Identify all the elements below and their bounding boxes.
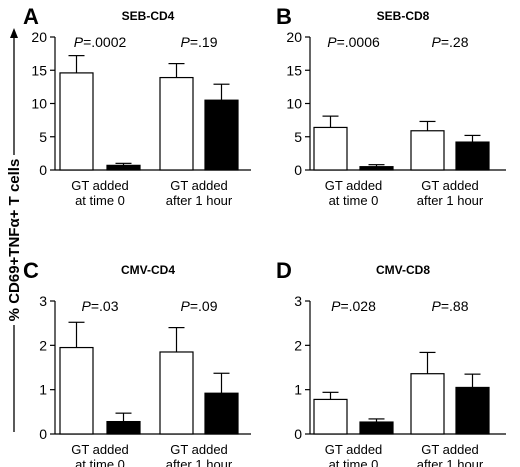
y-tick-label: 10 [286,96,302,112]
group-label-line2: after 1 hour [417,193,484,208]
y-tick-label: 0 [294,162,302,178]
y-tick-label: 1 [294,382,302,398]
y-tick-label: 20 [31,29,47,45]
y-tick-label: 0 [294,426,302,442]
panel-letter: C [23,258,39,283]
p-value-label: P=.28 [432,34,469,50]
p-value-label: P=.03 [82,298,119,314]
y-tick-label: 3 [294,293,302,309]
p-symbol: P [181,298,191,314]
bar-treated [106,164,141,171]
panel-title: SEB-CD8 [377,9,430,23]
p-value: =.0006 [337,34,380,50]
y-tick-label: 1 [39,382,47,398]
group-label-line2: at time 0 [329,193,379,208]
bar-control [313,126,348,171]
p-symbol: P [181,34,191,50]
p-symbol: P [432,298,442,314]
y-axis-title: % CD69+TNFα+ T cells [6,159,23,322]
y-tick-label: 15 [286,62,302,78]
group-label-line1: GT added [421,442,479,457]
y-tick-label: 2 [39,337,47,353]
bar-treated [204,99,239,171]
y-axis-title-arrowhead [10,28,18,38]
group-label-line2: at time 0 [75,457,125,467]
group-label-line2: after 1 hour [417,457,484,467]
p-symbol: P [74,34,84,50]
bar-control [313,398,348,435]
p-symbol: P [432,34,442,50]
bar-treated [204,392,239,435]
bar-control [159,351,194,435]
p-value-label: P=.09 [181,298,218,314]
bar-control [159,76,194,171]
group-label-line1: GT added [170,442,228,457]
p-value: =.28 [441,34,469,50]
p-symbol: P [327,34,337,50]
panel-title: CMV-CD8 [376,263,430,277]
bar-control [410,130,445,171]
p-value: =.0002 [83,34,126,50]
p-value: =.028 [340,298,376,314]
p-symbol: P [331,298,341,314]
y-tick-label: 2 [294,337,302,353]
group-label-line1: GT added [325,178,383,193]
y-tick-label: 5 [294,129,302,145]
y-tick-label: 10 [31,96,47,112]
y-tick-label: 0 [39,426,47,442]
bar-control [59,346,94,435]
bar-control [410,373,445,435]
bar-treated [106,420,141,435]
p-value: =.09 [190,298,218,314]
p-symbol: P [82,298,92,314]
group-label-line1: GT added [71,178,129,193]
p-value: =.19 [190,34,218,50]
p-value-label: P=.0002 [74,34,127,50]
y-tick-label: 0 [39,162,47,178]
group-label-line2: at time 0 [75,193,125,208]
group-label-line2: at time 0 [329,457,379,467]
group-label-line2: after 1 hour [166,193,233,208]
group-label-line1: GT added [71,442,129,457]
p-value-label: P=.88 [432,298,469,314]
group-label-line1: GT added [170,178,228,193]
panel-title: CMV-CD4 [121,263,175,277]
y-axis-title-group: % CD69+TNFα+ T cells [5,28,23,432]
p-value: =.03 [91,298,119,314]
p-value-label: P=.0006 [327,34,380,50]
p-value: =.88 [441,298,469,314]
panel-letter: B [276,4,292,29]
bar-treated [455,141,490,171]
bar-treated [359,166,394,171]
group-label-line1: GT added [325,442,383,457]
bar-treated [455,386,490,435]
y-tick-label: 20 [286,29,302,45]
bar-control [59,72,94,171]
y-tick-label: 15 [31,62,47,78]
y-axis-title-gap [5,155,23,325]
p-value-label: P=.028 [331,298,376,314]
panel-letter: A [23,4,39,29]
p-value-label: P=.19 [181,34,218,50]
panel-title: SEB-CD4 [122,9,175,23]
group-label-line2: after 1 hour [166,457,233,467]
panel-letter: D [276,258,292,283]
y-tick-label: 5 [39,129,47,145]
bar-treated [359,421,394,435]
y-tick-label: 3 [39,293,47,309]
group-label-line1: GT added [421,178,479,193]
